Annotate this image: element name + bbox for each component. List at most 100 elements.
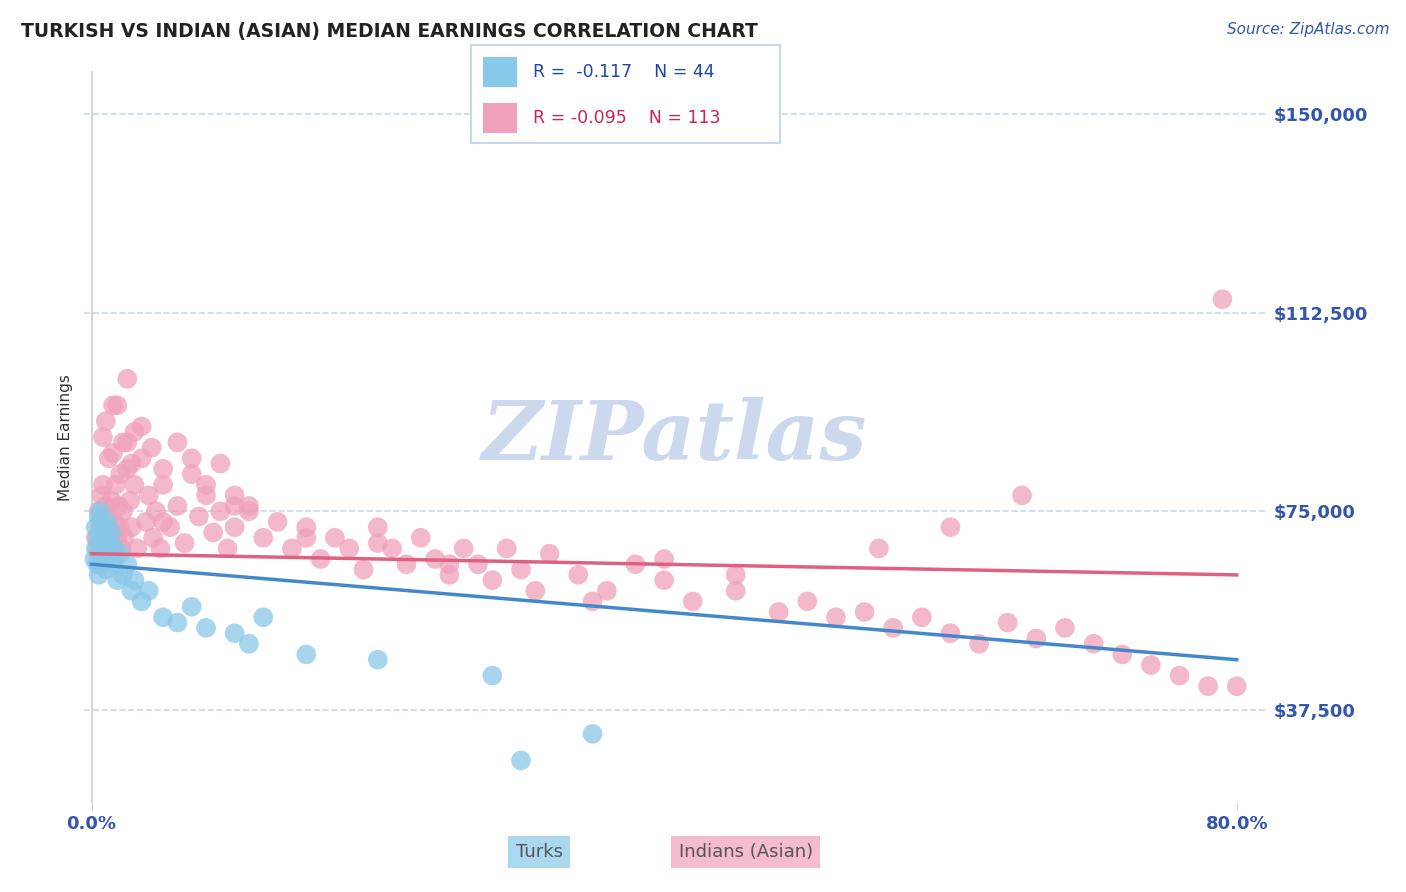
Point: [121, 520, 143, 534]
Point: [238, 504, 260, 518]
Point: [796, 594, 818, 608]
Point: [152, 515, 174, 529]
Point: [111, 504, 134, 518]
Point: [124, 477, 146, 491]
Point: [117, 558, 139, 572]
Text: ZIPatlas: ZIPatlas: [482, 397, 868, 477]
Point: [131, 419, 153, 434]
Point: [135, 515, 157, 529]
Point: [180, 451, 202, 466]
Point: [353, 563, 375, 577]
Point: [138, 583, 160, 598]
Point: [1197, 679, 1219, 693]
Point: [868, 541, 890, 556]
Point: [87, 567, 110, 582]
Point: [124, 573, 146, 587]
Point: [309, 552, 332, 566]
Point: [281, 541, 304, 556]
Point: [91, 525, 114, 540]
Point: [120, 493, 142, 508]
Point: [173, 536, 195, 550]
Point: [195, 488, 218, 502]
Point: [166, 435, 188, 450]
Point: [152, 477, 174, 491]
Point: [105, 531, 128, 545]
Point: [127, 541, 149, 556]
Point: [510, 563, 533, 577]
Point: [108, 547, 131, 561]
Point: [524, 583, 547, 598]
Point: [111, 435, 134, 450]
Point: [567, 567, 589, 582]
Point: [87, 509, 110, 524]
Point: [1140, 658, 1163, 673]
Point: [295, 531, 318, 545]
Point: [100, 493, 122, 508]
Point: [90, 515, 112, 529]
Point: [581, 727, 603, 741]
Point: [105, 398, 128, 412]
Point: [124, 425, 146, 439]
Point: [94, 563, 117, 577]
Point: [117, 462, 139, 476]
Point: [724, 583, 747, 598]
Point: [1083, 637, 1105, 651]
Y-axis label: Median Earnings: Median Earnings: [58, 374, 73, 500]
Point: [596, 583, 619, 598]
Point: [91, 430, 114, 444]
Point: [91, 552, 114, 566]
Point: [114, 531, 136, 545]
Point: [367, 653, 389, 667]
Text: TURKISH VS INDIAN (ASIAN) MEDIAN EARNINGS CORRELATION CHART: TURKISH VS INDIAN (ASIAN) MEDIAN EARNING…: [21, 22, 758, 41]
Point: [252, 531, 274, 545]
Point: [84, 520, 107, 534]
Point: [724, 567, 747, 582]
Point: [131, 451, 153, 466]
Point: [195, 477, 218, 491]
Point: [409, 531, 432, 545]
Point: [581, 594, 603, 608]
Point: [166, 499, 188, 513]
Point: [939, 626, 962, 640]
Point: [1025, 632, 1047, 646]
Point: [224, 520, 246, 534]
Point: [138, 488, 160, 502]
Text: Indians (Asian): Indians (Asian): [679, 843, 813, 861]
Point: [323, 531, 346, 545]
Point: [86, 541, 108, 556]
Point: [110, 541, 132, 556]
Point: [96, 547, 118, 561]
Point: [367, 520, 389, 534]
Point: [381, 541, 404, 556]
Point: [825, 610, 848, 624]
Point: [145, 504, 167, 518]
Point: [152, 610, 174, 624]
Point: [86, 531, 108, 545]
Point: [1053, 621, 1076, 635]
Point: [682, 594, 704, 608]
Point: [101, 446, 124, 460]
Point: [538, 547, 561, 561]
Point: [166, 615, 188, 630]
Point: [117, 435, 139, 450]
Point: [1168, 668, 1191, 682]
Point: [853, 605, 876, 619]
Point: [768, 605, 790, 619]
Point: [98, 525, 121, 540]
Point: [209, 457, 232, 471]
Point: [481, 668, 503, 682]
Point: [101, 541, 124, 556]
Point: [911, 610, 934, 624]
Point: [108, 467, 131, 482]
Point: [84, 531, 107, 545]
Point: [395, 558, 418, 572]
Point: [91, 477, 114, 491]
Point: [91, 558, 114, 572]
Point: [224, 499, 246, 513]
Point: [104, 477, 127, 491]
Point: [100, 525, 122, 540]
Point: [121, 583, 143, 598]
Point: [103, 515, 125, 529]
Point: [495, 541, 517, 556]
Point: [624, 558, 647, 572]
